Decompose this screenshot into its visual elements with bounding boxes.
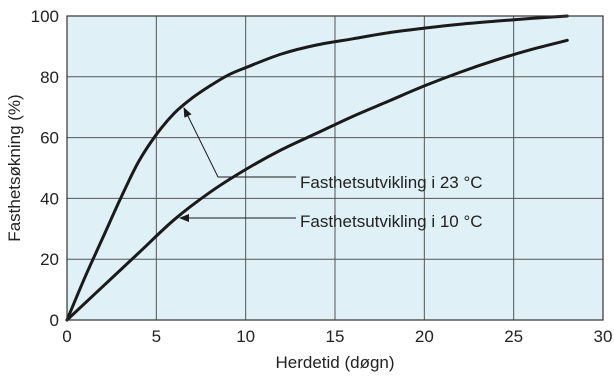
x-tick-label: 20 <box>415 327 434 346</box>
x-tick-label: 25 <box>504 327 523 346</box>
annotation-23c-label: Fasthetsutvikling i 23 °C <box>300 173 483 192</box>
annotation-23c-leader <box>183 107 296 178</box>
tick-labels: 0 5 10 15 20 25 30 0 20 40 60 80 100 <box>31 7 613 346</box>
curves <box>65 14 569 322</box>
plot-frame <box>66 15 604 321</box>
y-tick-label: 100 <box>31 7 59 26</box>
curve-10c <box>65 38 569 322</box>
x-tick-label: 30 <box>594 327 613 346</box>
x-tick-label: 0 <box>62 327 71 346</box>
x-tick-label: 5 <box>152 327 161 346</box>
y-tick-label: 40 <box>40 189 59 208</box>
x-axis-title: Herdetid (døgn) <box>275 353 394 372</box>
x-tick-label: 10 <box>236 327 255 346</box>
y-tick-label: 80 <box>40 68 59 87</box>
y-tick-label: 60 <box>40 129 59 148</box>
y-tick-label: 0 <box>50 311 59 330</box>
y-axis-title: Fasthetsøkning (%) <box>5 94 24 241</box>
x-tick-label: 15 <box>326 327 345 346</box>
curve-23c <box>65 14 569 322</box>
annotation-10c-label: Fasthetsutvikling i 10 °C <box>300 212 483 231</box>
annotations: Fasthetsutvikling i 23 °C Fasthetsutvikli… <box>179 107 483 231</box>
y-tick-label: 20 <box>40 250 59 269</box>
